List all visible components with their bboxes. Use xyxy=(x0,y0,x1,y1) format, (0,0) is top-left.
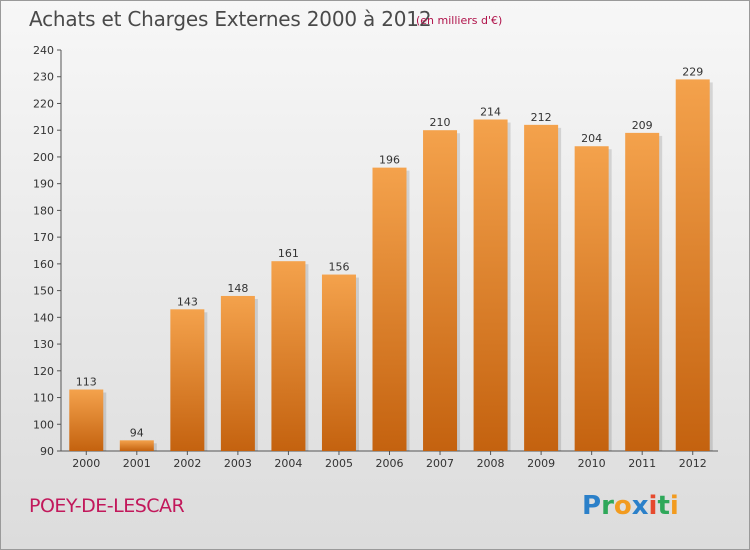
x-tick-label: 2004 xyxy=(274,457,302,470)
chart-bars xyxy=(69,79,713,452)
x-tick-label: 2001 xyxy=(123,457,151,470)
x-tick-label: 2010 xyxy=(578,457,606,470)
chart-unit: (en milliers d'€) xyxy=(416,14,503,27)
commune-name: POEY-DE-LESCAR xyxy=(29,495,185,517)
bar-value-label: 94 xyxy=(130,426,144,439)
y-tick-label: 180 xyxy=(33,204,54,217)
bar xyxy=(271,261,306,451)
y-tick-label: 90 xyxy=(40,445,54,458)
y-tick-label: 190 xyxy=(33,178,54,191)
bar xyxy=(473,119,508,452)
bar-value-label: 212 xyxy=(531,111,552,124)
bar xyxy=(170,309,205,451)
y-tick-label: 110 xyxy=(33,392,54,405)
bar xyxy=(69,389,104,451)
y-tick-label: 160 xyxy=(33,258,54,271)
bar xyxy=(119,440,154,451)
y-tick-label: 170 xyxy=(33,231,54,244)
bar-value-label: 196 xyxy=(379,154,400,167)
y-tick-label: 140 xyxy=(33,311,54,324)
x-tick-label: 2012 xyxy=(679,457,707,470)
bar-value-label: 156 xyxy=(328,261,349,274)
y-tick-label: 210 xyxy=(33,124,54,137)
bar xyxy=(574,146,609,452)
proxiti-logo: Proxiti xyxy=(582,491,679,521)
y-tick-label: 100 xyxy=(33,418,54,431)
y-tick-label: 230 xyxy=(33,71,54,84)
y-tick-label: 150 xyxy=(33,285,54,298)
bar-value-label: 229 xyxy=(682,65,703,78)
bar-value-label: 204 xyxy=(581,132,602,145)
bar xyxy=(220,295,255,451)
bar-value-label: 143 xyxy=(177,295,198,308)
bar-value-label: 161 xyxy=(278,247,299,260)
bar-value-label: 209 xyxy=(632,119,653,132)
bar xyxy=(423,130,458,451)
x-tick-label: 2007 xyxy=(426,457,454,470)
y-tick-label: 200 xyxy=(33,151,54,164)
x-tick-label: 2011 xyxy=(628,457,656,470)
x-tick-label: 2002 xyxy=(173,457,201,470)
chart-labels: 113 2000 94 2001 143 2002 148 2003 161 2004 156 200… xyxy=(72,65,706,470)
svg-text:Proxiti: Proxiti xyxy=(582,491,679,521)
y-tick-label: 220 xyxy=(33,97,54,110)
bar-value-label: 148 xyxy=(227,282,248,295)
chart-title: Achats et Charges Externes 2000 à 2012 xyxy=(29,7,432,31)
x-tick-label: 2009 xyxy=(527,457,555,470)
x-tick-label: 2008 xyxy=(477,457,505,470)
x-tick-label: 2000 xyxy=(72,457,100,470)
bar xyxy=(675,79,710,451)
x-tick-label: 2006 xyxy=(376,457,404,470)
bar-value-label: 214 xyxy=(480,106,501,119)
y-tick-label: 120 xyxy=(33,365,54,378)
x-tick-label: 2005 xyxy=(325,457,353,470)
y-tick-label: 240 xyxy=(33,44,54,57)
bar xyxy=(321,274,356,451)
bar xyxy=(372,167,407,452)
bar xyxy=(625,132,660,451)
bar-value-label: 113 xyxy=(76,376,97,389)
bar-value-label: 210 xyxy=(430,116,451,129)
bar xyxy=(524,124,559,451)
y-tick-label: 130 xyxy=(33,338,54,351)
x-tick-label: 2003 xyxy=(224,457,252,470)
